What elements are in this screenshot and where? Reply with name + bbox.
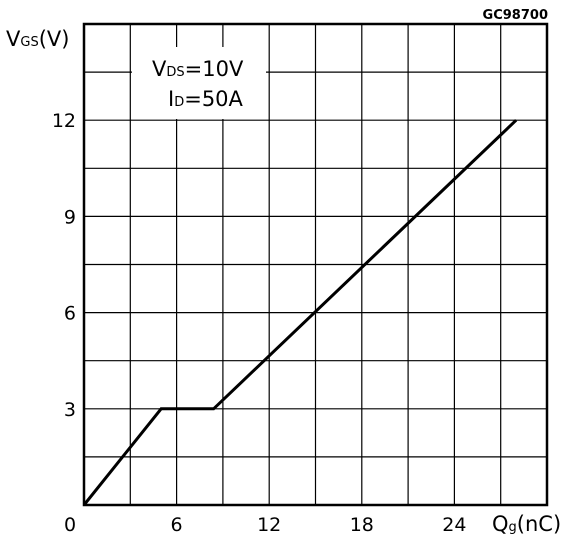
condition-vds: VDS=10V — [152, 57, 244, 81]
condition-id: ID=50A — [168, 87, 244, 111]
series-group — [82, 119, 518, 506]
series-line — [82, 119, 518, 506]
x-tick-label: 12 — [257, 514, 281, 536]
y-tick-label: 6 — [64, 303, 76, 325]
x-tick-label: 18 — [350, 514, 374, 536]
y-tick-labels: 3 6 9 12 — [52, 110, 76, 421]
x-tick-label: 24 — [442, 514, 466, 536]
plot-frame — [82, 22, 549, 507]
y-tick-label: 12 — [52, 110, 76, 132]
y-tick-label: 3 — [64, 399, 76, 421]
x-tick-label: 0 — [64, 514, 76, 536]
y-axis-label: VGS(V) — [6, 27, 69, 51]
x-tick-label: 6 — [171, 514, 183, 536]
conditions-note: VDS=10V ID=50A — [132, 47, 266, 119]
conditions-box — [132, 47, 266, 119]
y-tick-label: 9 — [64, 206, 76, 228]
figure-code: GC98700 — [483, 8, 548, 23]
x-axis-label: Qg(nC) — [492, 512, 561, 536]
x-tick-labels: 0 6 12 18 24 — [64, 514, 467, 536]
